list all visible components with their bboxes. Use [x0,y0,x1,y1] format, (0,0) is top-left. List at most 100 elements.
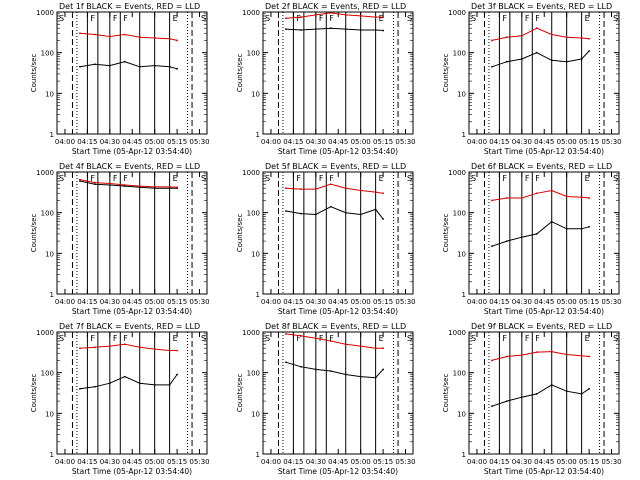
y-tick-label: 100 [41,210,54,218]
data-point [108,382,111,385]
region-marker: S [59,334,64,343]
data-point [505,36,508,39]
x-tick-label: 04:00 [261,298,281,306]
data-point [79,65,81,68]
data-point [123,375,126,378]
series-line-lld [285,183,384,194]
data-point [588,355,590,358]
x-tick-label: 05:00 [557,458,577,466]
y-axis-label: Counts/sec [442,214,450,253]
data-point [382,218,384,220]
series-line-lld [285,333,384,349]
data-point [535,351,538,354]
series-line-events [491,221,590,247]
series-line-events [285,27,384,31]
data-point [123,184,126,186]
plot-frame [468,331,620,455]
region-marker: S [471,174,476,183]
x-tick-label: 04:45 [328,138,348,146]
x-tick-label: 04:00 [261,458,281,466]
detector-panel: Det 6f BLACK = Events, RED = LLD 1 10 100 10… [442,162,622,316]
region-marker: E [585,334,590,343]
data-point [285,361,287,364]
plot-frame [468,11,620,135]
data-point [79,387,81,390]
region-marker: F [329,174,334,183]
plot-frame [56,171,208,295]
x-tick-label: 04:45 [328,458,348,466]
x-tick-label: 05:15 [579,298,599,306]
y-tick-label: 100 [247,370,260,378]
data-point [176,186,178,189]
x-tick-label: 04:30 [512,298,532,306]
series-line-lld [79,32,178,41]
detector-panel: Det 9f BLACK = Events, RED = LLD 1 10 100 10… [442,322,622,476]
y-tick-label: 10 [457,250,466,258]
y-tick-label: 1 [462,131,466,139]
y-tick-label: 1 [462,291,466,299]
x-tick-label: 04:45 [122,138,142,146]
data-point [79,347,81,350]
data-point [329,340,332,342]
y-tick-label: 1000 [36,169,54,177]
data-point [505,400,508,402]
region-marker: F [113,14,118,23]
region-marker: F [296,14,301,23]
region-marker: S [407,174,412,183]
x-tick-label: 04:45 [122,298,142,306]
y-axis-label: Counts/sec [30,54,38,93]
data-point [382,368,384,371]
data-point [520,58,523,60]
data-point [153,37,156,39]
region-marker: F [113,174,118,183]
data-point [520,396,523,399]
data-point [79,180,81,182]
data-point [168,187,171,190]
detector-panel: Det 5f BLACK = Events, RED = LLD 1 10 100 10… [236,162,416,316]
x-tick-label: 05:00 [557,138,577,146]
region-marker: E [585,14,590,23]
x-tick-label: 05:15 [167,138,187,146]
x-tick-label: 04:30 [100,298,120,306]
x-tick-label: 05:15 [373,298,393,306]
x-tick-label: 05:30 [601,138,621,146]
x-tick-label: 05:15 [579,458,599,466]
region-marker: E [173,334,178,343]
data-point [565,353,568,356]
plot-frame [56,11,208,135]
data-point [491,199,493,202]
data-point [329,183,332,186]
data-point [138,382,141,385]
region-marker: F [535,174,540,183]
data-point [123,343,126,346]
x-tick-label: 04:45 [328,298,348,306]
region-marker: S [201,14,206,23]
data-point [153,384,156,386]
region-marker: F [113,334,118,343]
region-marker: F [502,14,507,23]
y-tick-label: 100 [41,370,54,378]
data-point [550,350,553,353]
detector-panel: Det 1f BLACK = Events, RED = LLD 1 10 100 10… [30,2,210,156]
x-tick-label: 04:00 [55,458,75,466]
y-tick-label: 1 [50,131,54,139]
data-point [535,233,538,235]
x-tick-label: 05:00 [351,138,371,146]
data-point [176,349,178,352]
data-point [93,183,96,186]
data-point [491,39,493,42]
data-point [382,29,384,32]
y-tick-label: 10 [457,90,466,98]
series-line-events [491,50,590,68]
x-tick-label: 04:30 [306,298,326,306]
x-tick-label: 04:15 [77,138,97,146]
series-line-lld [491,351,590,361]
y-tick-label: 10 [251,90,260,98]
x-axis-label: Start Time (05-Apr-12 03:54:40) [484,307,604,316]
region-marker: F [525,174,530,183]
data-point [520,197,523,199]
x-axis-label: Start Time (05-Apr-12 03:54:40) [484,147,604,156]
plot-frame [262,331,414,455]
data-point [329,12,332,14]
data-point [93,346,96,349]
